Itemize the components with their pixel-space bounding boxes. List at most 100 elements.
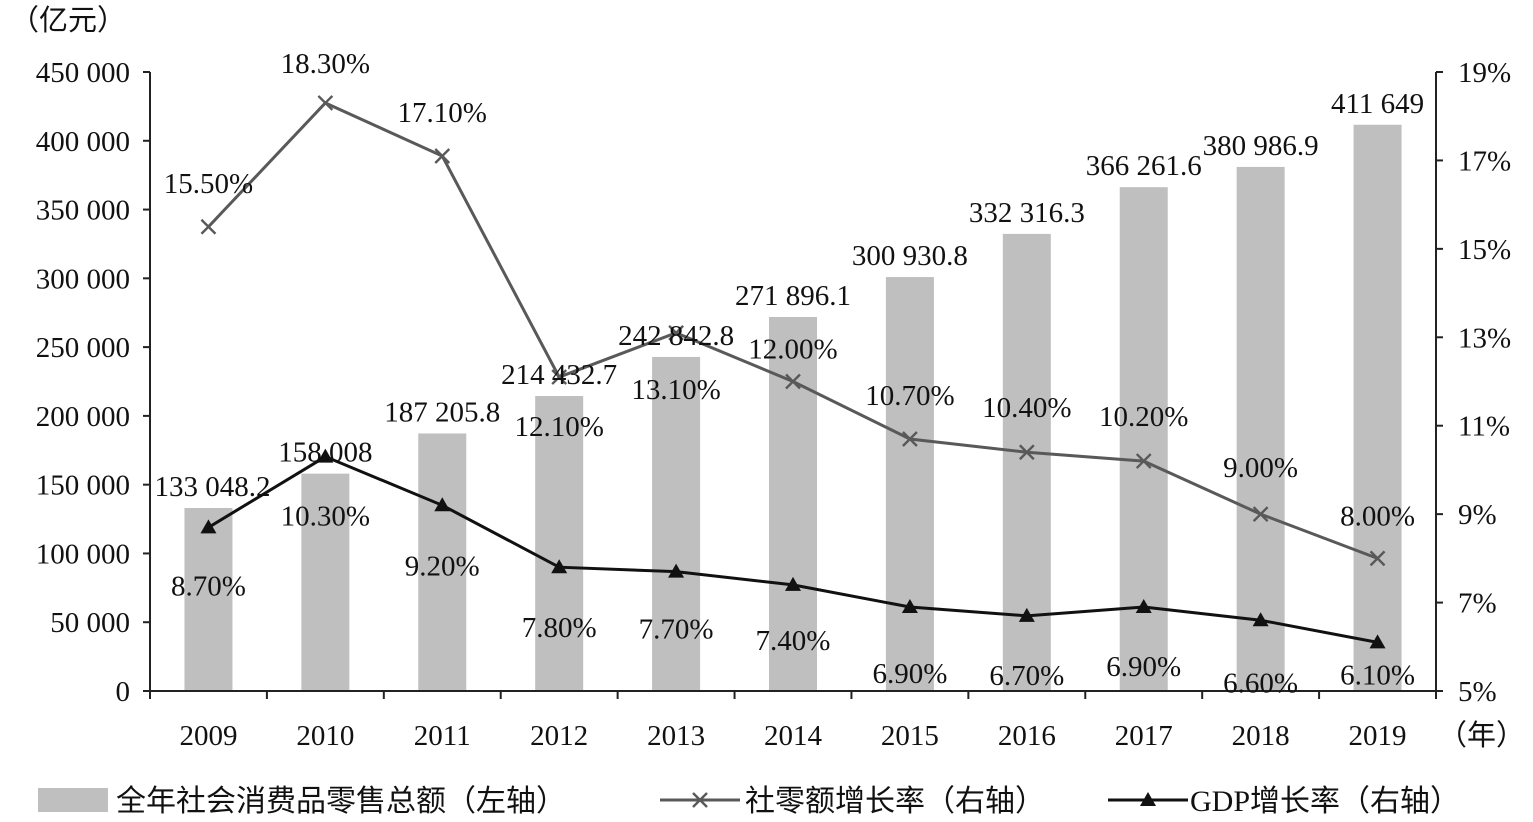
gdp-growth-point	[668, 563, 685, 578]
axes	[149, 72, 1437, 692]
legend-marker-retail-growth	[692, 792, 708, 808]
legend: 全年社会消费品零售总额（左轴） 社零额增长率（右轴） GDP增长率（右轴）	[38, 785, 1460, 818]
gdp-growth-point	[785, 576, 801, 591]
left-tick-label: 250 000	[36, 332, 130, 364]
bar	[885, 277, 934, 691]
bar	[769, 316, 817, 691]
bar-value-label: 187 205.8	[384, 396, 500, 428]
retail-growth-point	[317, 95, 334, 111]
gdp-growth-label: 6.90%	[872, 658, 947, 690]
right-tick-label: 13%	[1458, 322, 1511, 354]
right-tick-label: 9%	[1458, 499, 1497, 531]
retail-growth-label: 10.20%	[1099, 401, 1188, 433]
retail-growth-point	[1018, 444, 1035, 461]
gdp-growth-label: 9.20%	[405, 550, 480, 582]
retail-growth-point	[200, 218, 217, 235]
gdp-growth-label: 7.40%	[756, 625, 831, 657]
bar	[184, 507, 233, 691]
x-tick-label: 2013	[647, 720, 705, 752]
retail-growth-label: 15.50%	[164, 168, 253, 200]
bar-value-label: 366 261.6	[1086, 150, 1202, 182]
right-tick-label: 7%	[1458, 588, 1497, 620]
gdp-growth-point	[434, 497, 451, 512]
gdp-growth-label: 6.70%	[989, 660, 1064, 692]
x-tick-label: 2009	[179, 720, 237, 752]
bar	[1236, 166, 1285, 692]
legend-marker-gdp-growth	[1140, 792, 1156, 806]
right-tick-label: 5%	[1458, 676, 1497, 708]
left-tick-label: 400 000	[36, 126, 130, 158]
gdp-growth-point	[317, 448, 334, 463]
x-tick-label: 2016	[998, 720, 1056, 752]
bar	[418, 433, 467, 691]
right-tick-label: 15%	[1458, 234, 1511, 266]
line-series	[200, 95, 1386, 649]
left-tick-label: 100 000	[36, 538, 130, 570]
legend-swatch-retail-total	[38, 788, 108, 812]
retail-growth-label: 10.70%	[865, 380, 954, 412]
retail-growth-label: 12.00%	[748, 334, 837, 366]
retail-growth-point	[551, 369, 568, 385]
bar-value-label: 158 008	[278, 437, 372, 469]
retail-growth-point	[785, 373, 801, 390]
x-tick-label: 2014	[764, 720, 823, 752]
gdp-growth-point	[1135, 598, 1152, 613]
retail-growth-point	[1252, 506, 1269, 522]
bar	[535, 396, 584, 691]
bar-value-label: 271 896.1	[735, 280, 851, 312]
right-tick-label: 11%	[1458, 411, 1510, 443]
x-axis-unit: （年）	[1438, 719, 1525, 752]
legend-label-retail-total: 全年社会消费品零售总额（左轴）	[116, 785, 566, 818]
right-tick-label: 17%	[1458, 145, 1511, 177]
bar	[652, 356, 701, 691]
gdp-growth-label: 7.70%	[639, 614, 714, 646]
bar	[1119, 187, 1168, 691]
gdp-growth-point	[1252, 612, 1269, 627]
bar	[1353, 124, 1402, 692]
left-axis-unit: （亿元）	[10, 4, 126, 37]
left-tick-label: 450 000	[36, 57, 130, 89]
retail-growth-label: 8.00%	[1340, 500, 1415, 532]
retail-growth-point	[668, 325, 684, 341]
bar	[1002, 233, 1051, 691]
left-tick-label: 150 000	[36, 470, 130, 502]
left-axis-ticks: 0 50 000 100 000 150 000 200 000 250 000 300 0…	[36, 57, 150, 708]
right-axis-ticks: 5% 7% 9% 11% 13% 15% 17% 19%	[1436, 57, 1511, 708]
gdp-growth-point	[200, 519, 217, 534]
retail-growth-label: 18.30%	[281, 48, 370, 80]
retail-growth-point	[1369, 550, 1386, 567]
gdp-growth-label: 6.60%	[1223, 667, 1298, 699]
x-tick-label: 2015	[881, 720, 939, 752]
x-axis-ticks: 2009 2010 2011 2012 2013 2014 2015 2016 2017 2018…	[149, 691, 1437, 752]
retail-growth-point	[902, 431, 918, 447]
retail-growth-label: 10.40%	[982, 392, 1071, 424]
bar-series	[184, 124, 1402, 692]
retail-growth-label: 9.00%	[1223, 452, 1298, 484]
gdp-growth-point	[1369, 634, 1386, 649]
left-tick-label: 200 000	[36, 401, 130, 433]
left-tick-label: 50 000	[50, 607, 130, 639]
left-tick-label: 350 000	[36, 195, 130, 227]
retail-growth-label: 17.10%	[398, 97, 487, 129]
bar-value-label: 380 986.9	[1203, 130, 1319, 162]
x-tick-label: 2019	[1349, 720, 1407, 752]
x-tick-label: 2011	[414, 720, 471, 752]
bar-value-label: 332 316.3	[969, 197, 1085, 229]
right-tick-label: 19%	[1458, 57, 1511, 89]
bar	[301, 473, 350, 691]
gdp-growth-point	[551, 559, 568, 574]
bar-value-label: 300 930.8	[852, 240, 968, 272]
gdp-growth-point	[901, 598, 918, 613]
retail-growth-point	[434, 148, 451, 164]
legend-label-retail-growth: 社零额增长率（右轴）	[745, 785, 1045, 818]
x-tick-label: 2018	[1232, 720, 1290, 752]
gdp-growth-point	[1018, 607, 1035, 622]
x-tick-label: 2012	[530, 720, 588, 752]
retail-growth-label: 12.10%	[514, 411, 603, 443]
gdp-growth-label: 7.80%	[522, 612, 597, 644]
gdp-growth-label: 6.10%	[1340, 659, 1415, 691]
bar-value-label: 242 842.8	[618, 320, 734, 352]
x-tick-label: 2010	[296, 720, 354, 752]
retail-growth-label: 13.10%	[631, 374, 720, 406]
